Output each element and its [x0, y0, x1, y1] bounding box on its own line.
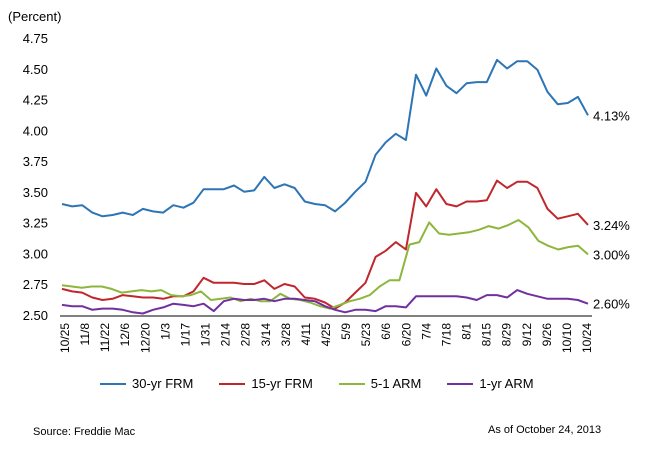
legend-swatch-15yr [219, 383, 245, 385]
y-tick-label: 4.00 [23, 123, 48, 138]
series-line [62, 60, 588, 216]
legend-item: 15-yr FRM [219, 376, 312, 391]
x-tick-label: 4/11 [299, 323, 313, 346]
legend-swatch-51arm [339, 383, 365, 385]
as-of-note: As of October 24, 2013 [488, 424, 601, 436]
y-axis-ticks: 4.75 4.50 4.25 4.00 3.75 3.50 3.25 3.00 2.75 2.50 [23, 31, 48, 323]
x-tick-label: 10/10 [560, 323, 574, 353]
legend: 30-yr FRM 15-yr FRM 5-1 ARM 1-yr ARM [100, 376, 534, 391]
y-tick-label: 4.25 [23, 93, 48, 108]
legend-item: 30-yr FRM [100, 376, 193, 391]
legend-swatch-1yrarm [447, 383, 473, 385]
legend-item: 5-1 ARM [339, 376, 422, 391]
x-axis: 10/25 11/8 11/22 12/6 12/20 1/3 1/17 1/31 2/14 2/… [58, 316, 594, 353]
y-tick-label: 3.50 [23, 185, 48, 200]
x-tick-label: 10/24 [580, 323, 594, 353]
x-tick-label: 8/15 [480, 323, 494, 347]
x-tick-label: 2/14 [219, 323, 233, 347]
legend-item: 1-yr ARM [447, 376, 533, 391]
legend-label-1yrarm: 1-yr ARM [479, 376, 533, 391]
x-tick-label: 8/29 [500, 323, 514, 347]
y-axis-label: (Percent) [8, 9, 61, 24]
x-tick-label: 9/26 [540, 323, 554, 347]
x-tick-label: 8/1 [460, 323, 474, 340]
x-tick-label: 9/12 [520, 323, 534, 347]
x-tick-label: 3/28 [279, 323, 293, 347]
y-tick-label: 3.00 [23, 246, 48, 261]
y-tick-label: 2.50 [23, 308, 48, 323]
x-tick-label: 4/25 [319, 323, 333, 347]
x-tick-label: 6/20 [399, 323, 413, 347]
y-tick-label: 2.75 [23, 277, 48, 292]
x-tick-label: 7/18 [439, 323, 453, 347]
y-tick-label: 4.50 [23, 62, 48, 77]
x-tick-label: 2/28 [239, 323, 253, 347]
legend-label-51arm: 5-1 ARM [371, 376, 422, 391]
x-tick-label: 1/31 [199, 323, 213, 347]
x-tick-label: 7/4 [419, 323, 433, 340]
x-tick-label: 6/6 [379, 323, 393, 340]
end-value-label: 4.13% [593, 108, 630, 123]
x-tick-label: 12/20 [138, 323, 152, 353]
x-tick-label: 1/3 [158, 323, 172, 340]
legend-swatch-30yr [100, 383, 126, 385]
x-tick-label: 5/23 [359, 323, 373, 347]
source-note: Source: Freddie Mac [33, 426, 135, 438]
end-value-label: 3.00% [593, 247, 630, 262]
end-labels: 4.13% 3.24% 3.00% 2.60% [593, 108, 630, 311]
x-tick-label: 1/17 [178, 323, 192, 347]
end-value-label: 2.60% [593, 297, 630, 312]
series-lines [62, 60, 588, 314]
x-tick-label: 5/9 [339, 323, 353, 340]
end-value-label: 3.24% [593, 218, 630, 233]
y-tick-label: 3.75 [23, 154, 48, 169]
x-tick-label: 10/25 [58, 323, 72, 353]
x-tick-label: 12/6 [118, 323, 132, 347]
x-tick-label: 3/14 [259, 323, 273, 347]
x-tick-label: 11/22 [98, 323, 112, 352]
y-tick-label: 4.75 [23, 31, 48, 46]
legend-label-30yr: 30-yr FRM [132, 376, 193, 391]
x-tick-label: 11/8 [78, 323, 92, 346]
legend-label-15yr: 15-yr FRM [251, 376, 312, 391]
y-tick-label: 3.25 [23, 216, 48, 231]
